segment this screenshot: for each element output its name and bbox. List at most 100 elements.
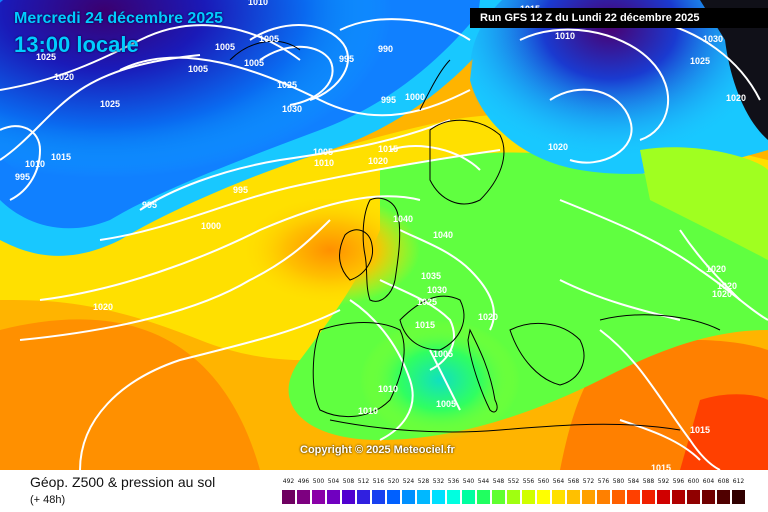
southeast-hot-area <box>680 394 768 470</box>
legend-value: 556 <box>522 478 535 485</box>
legend-value: 608 <box>717 478 730 485</box>
coastlines <box>229 40 721 433</box>
pressure-label: 1035 <box>421 271 441 281</box>
legend-value: 612 <box>732 478 745 485</box>
legend-swatch <box>567 490 580 504</box>
legend-swatch <box>372 490 385 504</box>
pressure-label: 995 <box>15 172 30 182</box>
legend-value: 544 <box>477 478 490 485</box>
legend-swatch <box>342 490 355 504</box>
legend-swatch <box>282 490 295 504</box>
coastline-italy <box>467 328 498 413</box>
pressure-label: 1010 <box>555 31 575 41</box>
legend-swatch <box>717 490 730 504</box>
legend-value: 580 <box>612 478 625 485</box>
isobar <box>399 229 495 331</box>
legend-value: 500 <box>312 478 325 485</box>
pressure-label: 1010 <box>248 0 268 7</box>
legend-swatch <box>312 490 325 504</box>
legend-swatch <box>297 490 310 504</box>
coastline-balkans <box>509 322 585 386</box>
ridge-core <box>240 195 420 305</box>
pressure-label: 1000 <box>201 221 221 231</box>
legend-value: 592 <box>657 478 670 485</box>
isobar <box>39 195 421 301</box>
legend-value: 540 <box>462 478 475 485</box>
coastline-norway <box>419 59 451 111</box>
pressure-label: 1025 <box>277 80 297 90</box>
legend-value: 504 <box>327 478 340 485</box>
legend-swatch <box>477 490 490 504</box>
legend-value: 532 <box>432 478 445 485</box>
pressure-label: 1020 <box>54 72 74 82</box>
isobar <box>259 45 334 106</box>
pressure-label: 1025 <box>690 56 710 66</box>
pressure-label: 1015 <box>415 320 435 330</box>
pressure-label: 1010 <box>314 158 334 168</box>
legend-swatch <box>702 490 715 504</box>
southwest-warm-area <box>0 319 260 470</box>
legend-value: 560 <box>537 478 550 485</box>
isobar <box>599 329 721 470</box>
pressure-label: 1005 <box>259 34 279 44</box>
legend-swatch <box>417 490 430 504</box>
legend-value: 576 <box>597 478 610 485</box>
legend-value: 520 <box>387 478 400 485</box>
isobar <box>559 279 681 321</box>
legend-swatch <box>522 490 535 504</box>
legend-value: 508 <box>342 478 355 485</box>
pressure-label: 1010 <box>378 384 398 394</box>
legend-value: 568 <box>567 478 580 485</box>
legend-value: 572 <box>582 478 595 485</box>
legend-value: 528 <box>417 478 430 485</box>
legend-value: 492 <box>282 478 295 485</box>
isobars <box>0 18 768 470</box>
legend-swatch <box>432 490 445 504</box>
legend-value: 564 <box>552 478 565 485</box>
pressure-label: 995 <box>339 54 354 64</box>
legend-value: 584 <box>627 478 640 485</box>
coastline-iberia <box>312 322 405 418</box>
pressure-label: 1005 <box>436 399 456 409</box>
pressure-label: 1010 <box>358 406 378 416</box>
legend-swatch <box>627 490 640 504</box>
legend-swatch <box>462 490 475 504</box>
color-legend: 492 496 500 504 508 512 516 520 524 528 532 536 540 5… <box>282 478 750 508</box>
pressure-label: 995 <box>233 185 248 195</box>
pressure-label: 1020 <box>712 289 732 299</box>
legend-labels: 492 496 500 504 508 512 516 520 524 528 532 536 540 5… <box>282 478 750 488</box>
pressure-label: 1030 <box>703 34 723 44</box>
cyan-trough <box>360 320 520 440</box>
isobar <box>379 279 455 371</box>
coastline-britain <box>362 197 401 302</box>
legend-swatch <box>387 490 400 504</box>
isobar <box>139 119 451 211</box>
legend-value: 548 <box>492 478 505 485</box>
legend-value: 496 <box>297 478 310 485</box>
legend-swatch <box>507 490 520 504</box>
pressure-label: 1030 <box>427 285 447 295</box>
pressure-label: 1015 <box>651 463 671 470</box>
map-subtitle: (+ 48h) <box>30 494 66 506</box>
run-info: Run GFS 12 Z du Lundi 22 décembre 2025 <box>470 8 768 28</box>
forecast-date: Mercredi 24 décembre 2025 <box>14 10 224 27</box>
pressure-label: 990 <box>378 44 393 54</box>
isobar <box>249 24 350 101</box>
coastline-france <box>399 295 465 351</box>
northeast-dark-area <box>700 0 768 140</box>
legend-swatch <box>492 490 505 504</box>
legend-swatch <box>642 490 655 504</box>
pressure-label: 1005 <box>313 147 333 157</box>
legend-swatch <box>657 490 670 504</box>
isobar <box>679 229 741 301</box>
pressure-label: 1010 <box>25 159 45 169</box>
isobar <box>99 149 501 241</box>
pressure-label: 1020 <box>478 312 498 322</box>
pressure-label: 1000 <box>405 92 425 102</box>
isobar <box>339 18 471 41</box>
pressure-labels: 1010 1005 1005 1025 1005 1005 1025 1030 … <box>15 0 746 470</box>
pressure-label: 1020 <box>548 142 568 152</box>
legend-swatch <box>597 490 610 504</box>
isobar <box>0 24 301 91</box>
isobar <box>549 88 633 164</box>
